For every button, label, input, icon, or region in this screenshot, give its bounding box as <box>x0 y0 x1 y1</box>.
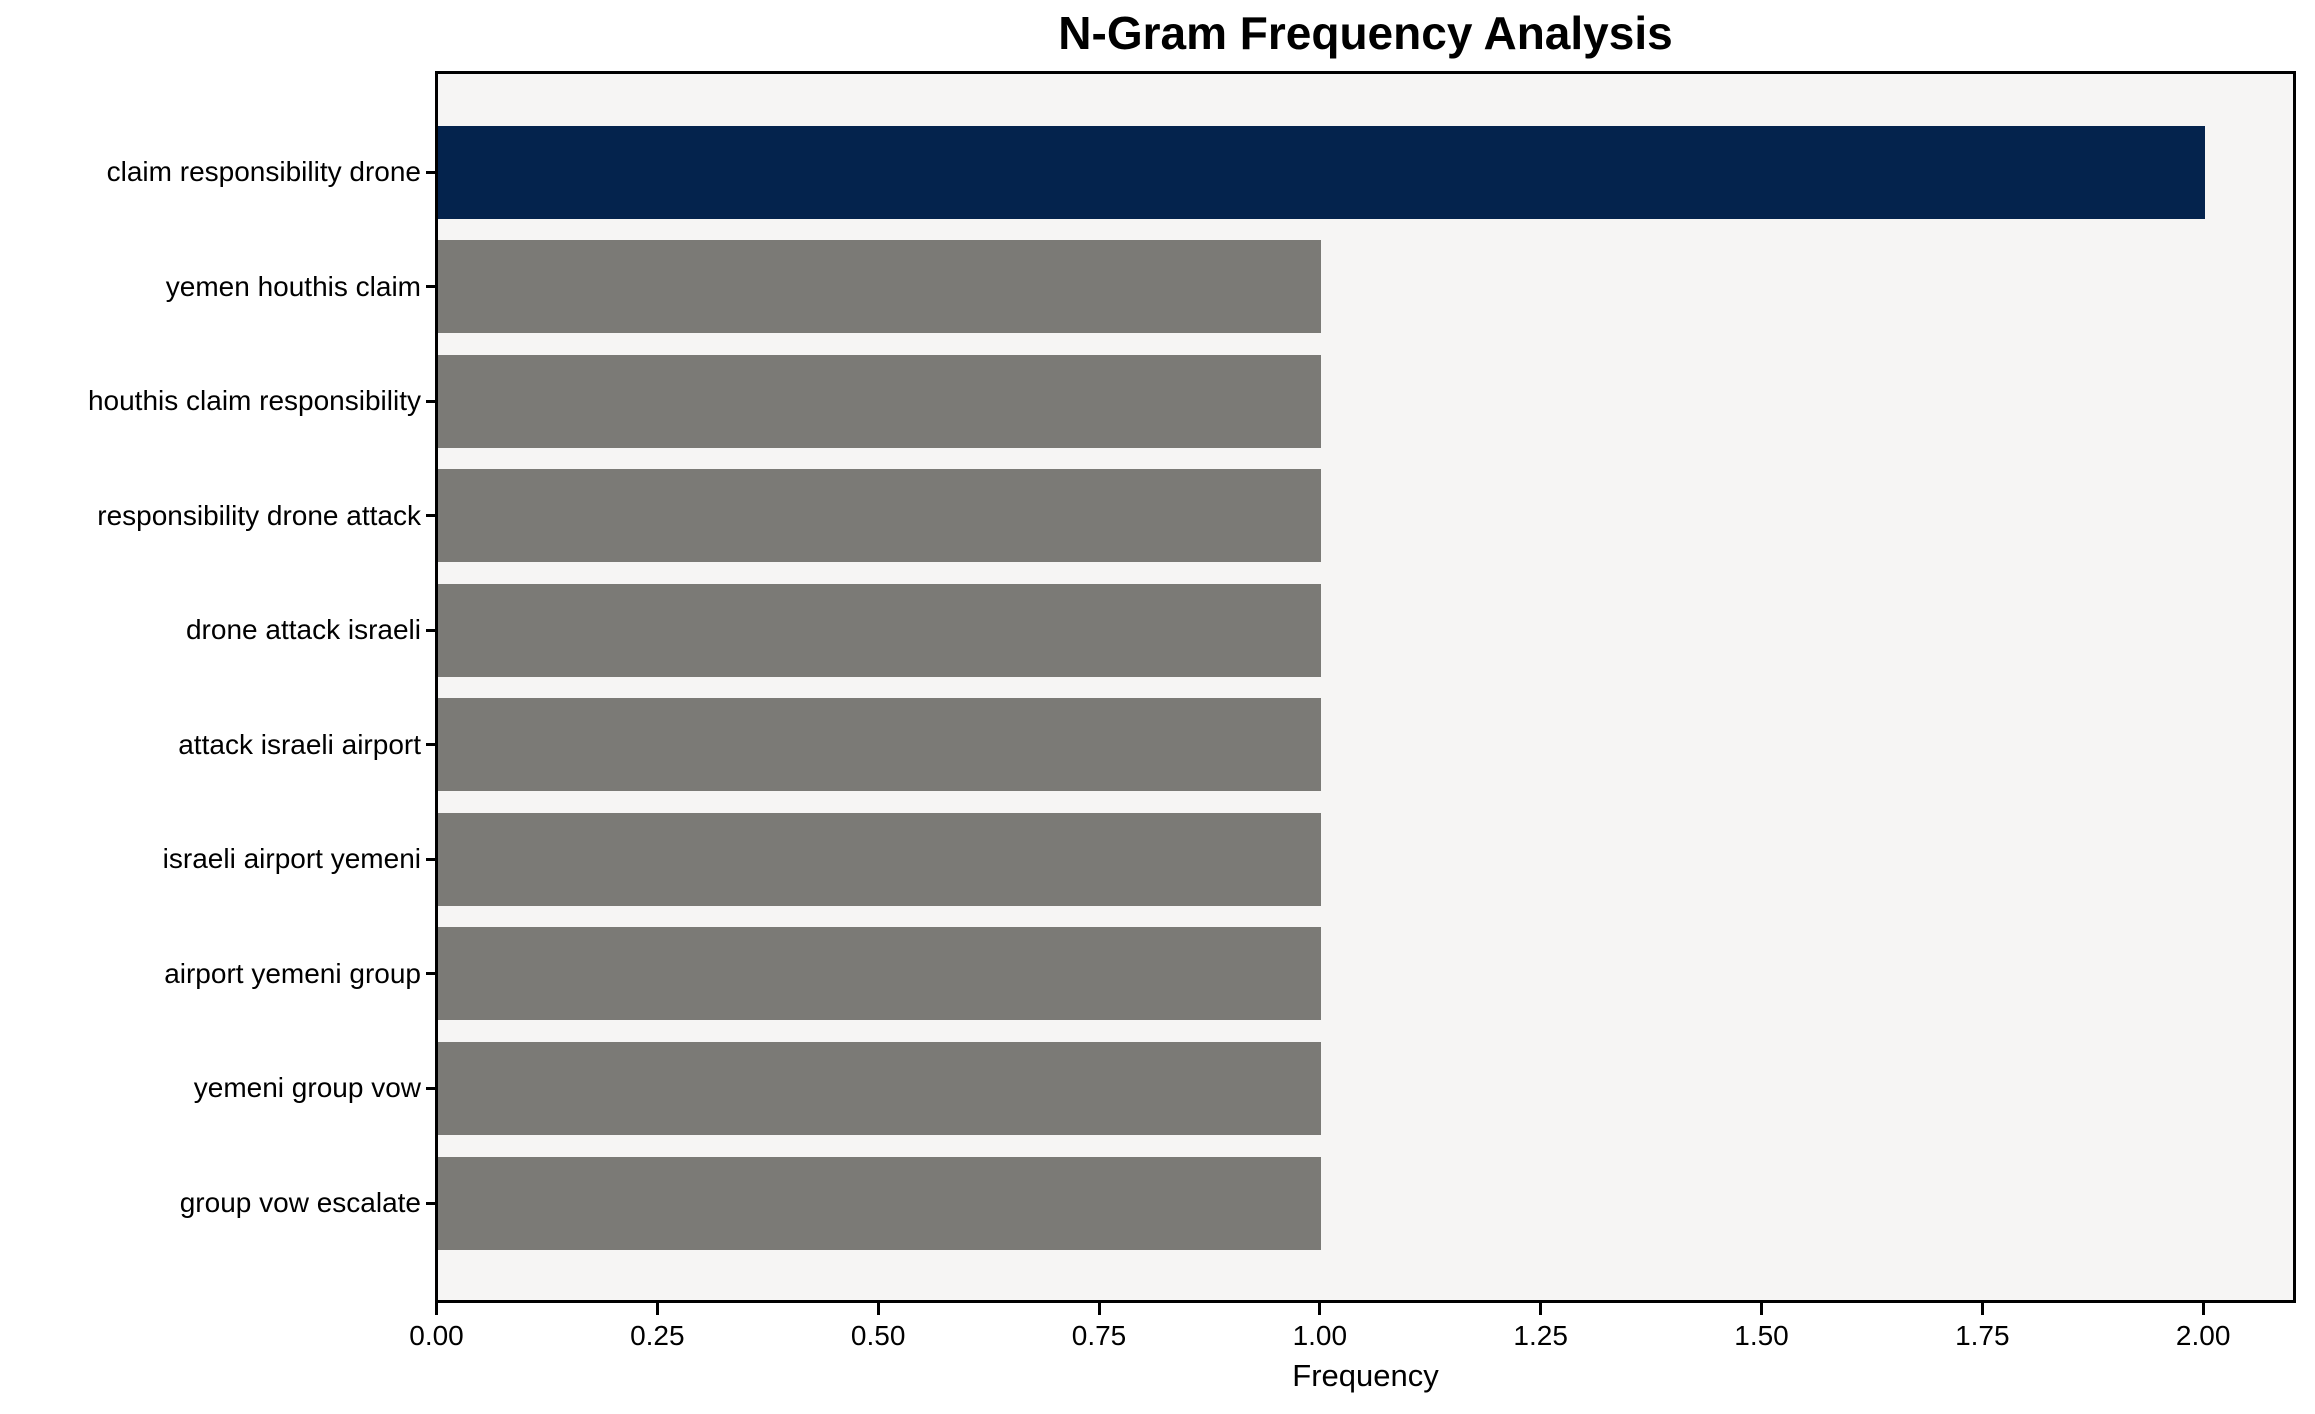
x-tick-label: 1.75 <box>1955 1320 2010 1351</box>
y-tick-label: drone attack israeli <box>185 614 421 646</box>
y-tick-label: responsibility drone attack <box>97 499 421 531</box>
x-tick-label: 1.50 <box>1734 1320 1789 1351</box>
x-tick-mark <box>655 1303 659 1315</box>
x-tick-mark <box>1318 1303 1322 1315</box>
y-tick-label: airport yemeni group <box>164 957 421 989</box>
bar <box>438 583 1322 677</box>
x-tick-label: 0.75 <box>1071 1320 1127 1351</box>
y-tick-label: group vow escalate <box>179 1187 421 1219</box>
y-tick-label: houthis claim responsibility <box>87 385 421 417</box>
bar <box>438 125 2205 219</box>
bar <box>438 812 1322 906</box>
bar <box>438 240 1322 334</box>
x-tick-mark <box>1980 1303 1984 1315</box>
y-tick-label: israeli airport yemeni <box>162 843 421 875</box>
y-tick-label: claim responsibility drone <box>106 156 421 187</box>
x-tick-mark <box>2201 1303 2205 1315</box>
y-tick-label: yemen houthis claim <box>165 270 421 302</box>
bar <box>438 698 1322 792</box>
x-tick-label: 1.25 <box>1513 1320 1568 1351</box>
y-tick-mark <box>426 857 435 861</box>
y-tick-mark <box>426 285 435 289</box>
y-tick-mark <box>426 1086 435 1090</box>
y-tick-label: attack israeli airport <box>178 728 421 760</box>
y-tick-label: yemeni group vow <box>193 1072 421 1104</box>
y-tick-mark <box>426 514 435 518</box>
x-tick-label: 0.25 <box>630 1320 685 1351</box>
y-tick-mark <box>426 170 435 174</box>
y-tick-mark <box>426 743 435 747</box>
y-tick-mark <box>426 399 435 403</box>
y-tick-mark <box>426 1201 435 1205</box>
bar <box>438 354 1322 448</box>
bar <box>438 1041 1322 1135</box>
x-tick-mark <box>435 1303 438 1315</box>
y-tick-mark <box>426 972 435 976</box>
bar <box>438 927 1322 1021</box>
x-tick-label: 2.00 <box>2175 1320 2231 1351</box>
x-tick-label: 0.50 <box>850 1320 906 1351</box>
x-axis-label: Frequency <box>1292 1358 1439 1393</box>
x-tick-mark <box>1539 1303 1543 1315</box>
x-tick-label: 0.00 <box>409 1320 464 1351</box>
x-tick-mark <box>876 1303 880 1315</box>
x-tick-label: 1.00 <box>1292 1320 1348 1351</box>
chart-title: N-Gram Frequency Analysis <box>1058 7 1673 59</box>
bar <box>438 1156 1322 1250</box>
y-tick-mark <box>426 628 435 632</box>
x-tick-mark <box>1097 1303 1101 1315</box>
x-tick-mark <box>1760 1303 1763 1315</box>
bar <box>438 469 1322 563</box>
plot-area <box>435 71 2296 1303</box>
